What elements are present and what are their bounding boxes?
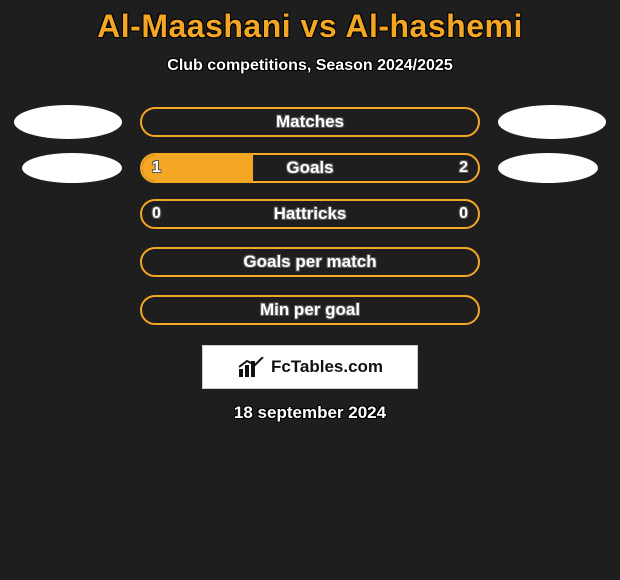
player-left-avatar: [14, 105, 122, 139]
stat-bar: Goals per match: [140, 247, 480, 277]
page-title: Al-Maashani vs Al-hashemi: [0, 8, 620, 45]
stat-row-mpg: Min per goal: [0, 293, 620, 327]
stat-label: Min per goal: [142, 300, 478, 320]
stat-bar: Min per goal: [140, 295, 480, 325]
stat-bar: Matches: [140, 107, 480, 137]
stat-label: Goals per match: [142, 252, 478, 272]
stat-value-right: 2: [459, 159, 468, 177]
page-subtitle: Club competitions, Season 2024/2025: [0, 57, 620, 75]
brand-box[interactable]: FcTables.com: [202, 345, 418, 389]
infographic-date: 18 september 2024: [0, 403, 620, 423]
player-right-avatar: [498, 105, 606, 139]
chart-icon: [237, 357, 265, 377]
stat-row-matches: Matches: [0, 105, 620, 139]
player-left-avatar-small: [22, 153, 122, 183]
brand-text: FcTables.com: [271, 357, 383, 377]
stat-value-right: 0: [459, 205, 468, 223]
stat-label: Hattricks: [142, 204, 478, 224]
stat-row-gpm: Goals per match: [0, 245, 620, 279]
stat-row-hattricks: 0 Hattricks 0: [0, 197, 620, 231]
stat-bar: 1 Goals 2: [140, 153, 480, 183]
stat-row-goals: 1 Goals 2: [0, 153, 620, 183]
stat-label: Matches: [142, 112, 478, 132]
stat-bar: 0 Hattricks 0: [140, 199, 480, 229]
stat-label: Goals: [142, 158, 478, 178]
player-right-avatar-small: [498, 153, 598, 183]
infographic-container: Al-Maashani vs Al-hashemi Club competiti…: [0, 0, 620, 423]
